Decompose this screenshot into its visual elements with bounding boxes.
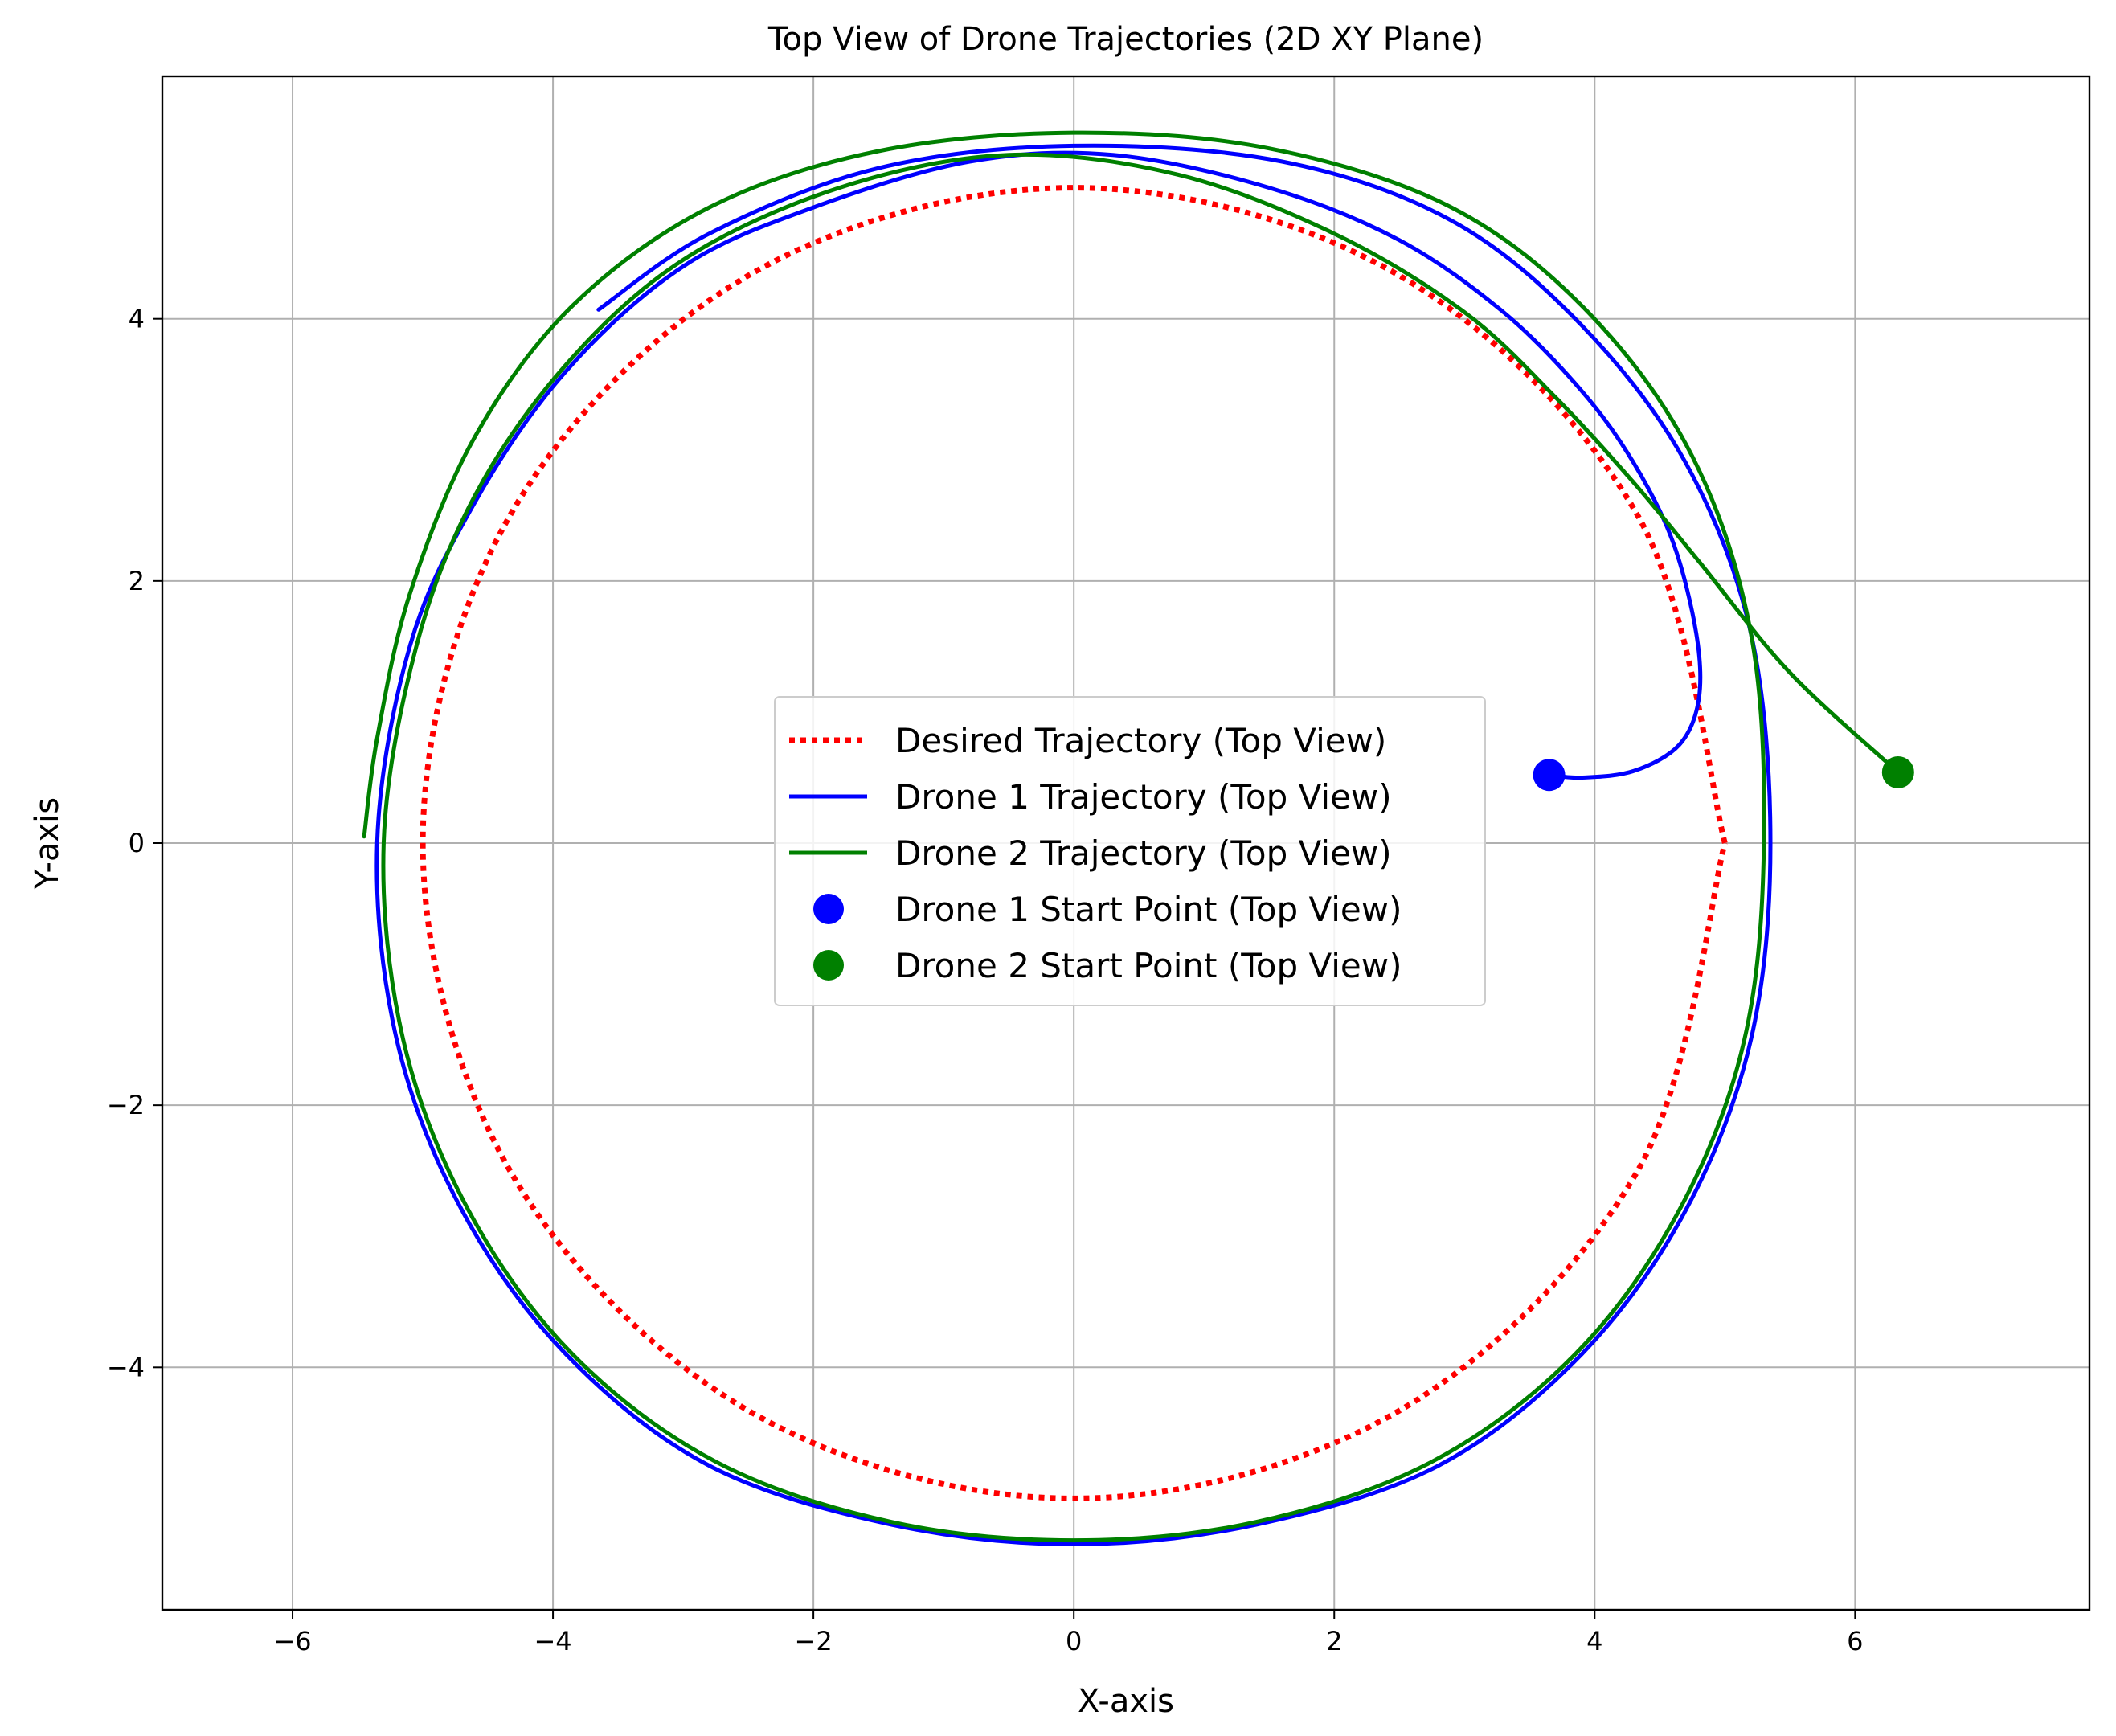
y-tick-label: −2 <box>107 1090 145 1120</box>
x-tick-label: 4 <box>1586 1626 1602 1656</box>
legend-box <box>774 696 1486 1006</box>
x-tick-label: 0 <box>1066 1626 1082 1656</box>
plot-area <box>362 130 1914 1546</box>
x-tick-label: −2 <box>795 1626 833 1656</box>
start-point-2 <box>1881 755 1914 788</box>
legend-marker-5 <box>813 950 844 981</box>
legend-label-1: Desired Trajectory (Top View) <box>895 721 1386 760</box>
x-tick-label: −4 <box>534 1626 571 1656</box>
x-tick-label: −6 <box>273 1626 311 1656</box>
legend-label-3: Drone 2 Trajectory (Top View) <box>895 833 1392 873</box>
y-tick-label: 2 <box>129 566 145 596</box>
x-axis: −6 −4 −2 0 2 4 6 <box>273 1610 1864 1656</box>
y-tick-label: 0 <box>129 828 145 858</box>
legend-label-2: Drone 1 Trajectory (Top View) <box>895 777 1392 817</box>
y-tick-label: 4 <box>129 304 145 334</box>
x-axis-title: X-axis <box>1078 1683 1174 1720</box>
series-line-2 <box>374 143 1773 1546</box>
y-axis: −4 −2 0 2 4 <box>107 304 162 1382</box>
chart-title: Top View of Drone Trajectories (2D XY Pl… <box>767 21 1484 58</box>
series-line-3 <box>362 130 1901 1543</box>
start-point-1 <box>1533 759 1566 792</box>
x-tick-label: 2 <box>1326 1626 1342 1656</box>
y-tick-label: −4 <box>107 1352 145 1382</box>
legend-label-4: Drone 1 Start Point (Top View) <box>895 890 1402 929</box>
legend: Desired Trajectory (Top View) Drone 1 Tra… <box>774 696 1486 1006</box>
series-line-1 <box>420 185 1728 1501</box>
y-axis-title: Y-axis <box>29 797 66 890</box>
x-tick-label: 6 <box>1847 1626 1863 1656</box>
legend-marker-4 <box>813 894 844 924</box>
legend-label-5: Drone 2 Start Point (Top View) <box>895 946 1402 985</box>
